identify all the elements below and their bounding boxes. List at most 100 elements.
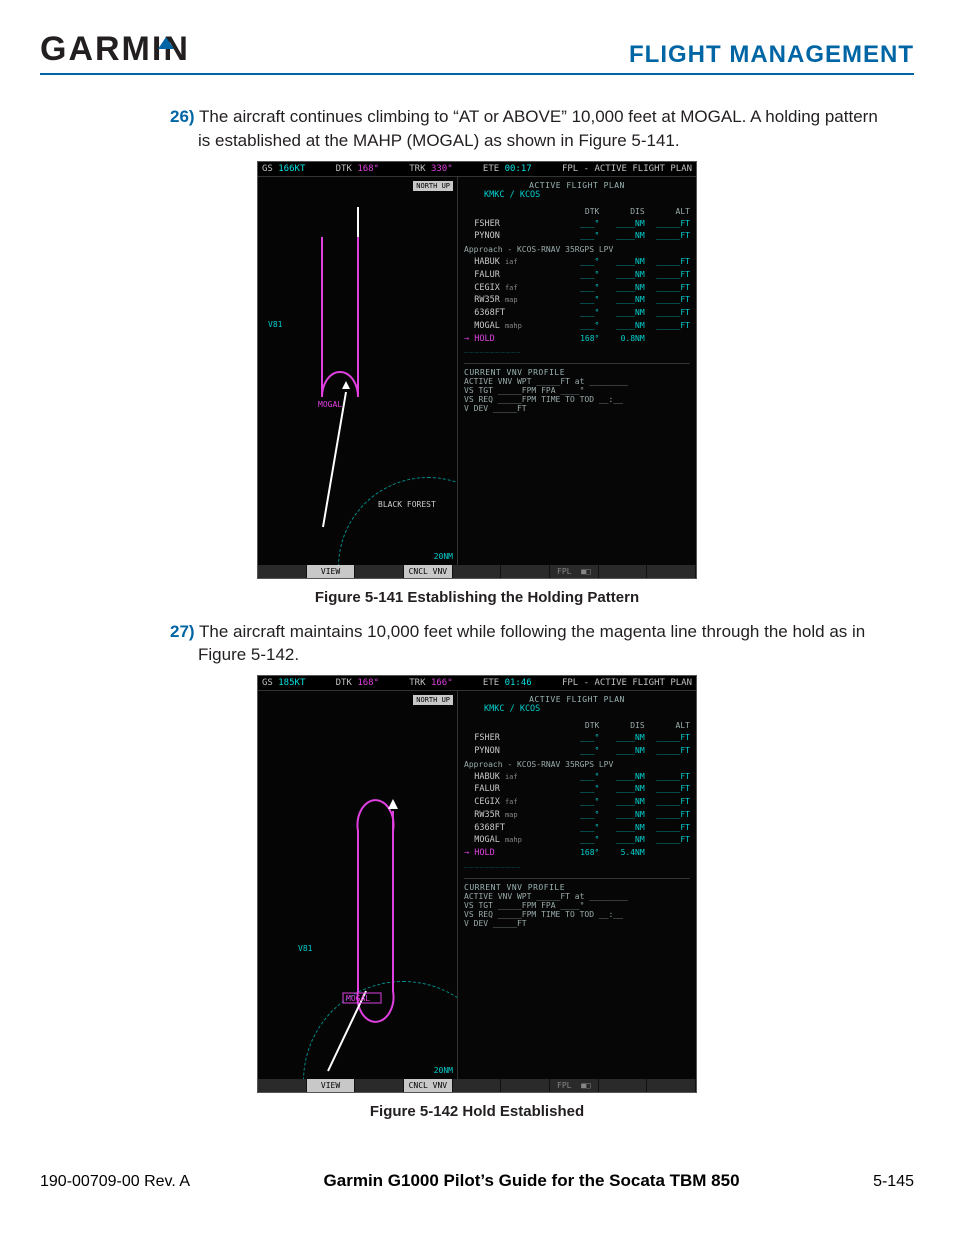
trk-label: TRK xyxy=(409,164,425,174)
col-dtk: DTK xyxy=(559,720,599,732)
softkey-fpl[interactable]: FPL ■□ xyxy=(550,1079,599,1092)
softkey-blank[interactable] xyxy=(355,565,404,578)
section-title: FLIGHT MANAGEMENT xyxy=(629,41,914,69)
softkey-cncl-vnv[interactable]: CNCL VNV xyxy=(404,565,453,578)
hold-dtk: 168° xyxy=(559,333,599,346)
step-27-text: The aircraft maintains 10,000 feet while… xyxy=(198,622,865,665)
vnv-row-4: V DEV _____FT xyxy=(464,404,690,413)
fp-approach-header: Approach - KCOS-RNAV 35RGPS LPV xyxy=(464,760,690,769)
softkey-blank[interactable] xyxy=(501,565,550,578)
softkey-blank[interactable] xyxy=(453,565,502,578)
separator: ___________ xyxy=(464,860,690,868)
fp-waypoint-row: CEGIX faf___°____NM_____FT xyxy=(464,796,690,809)
gs-value: 185KT xyxy=(278,678,305,688)
fpl-title: FPL - ACTIVE FLIGHT PLAN xyxy=(562,678,692,688)
softkey-blank[interactable] xyxy=(647,565,696,578)
hold-dis: 0.8NM xyxy=(605,333,645,346)
footer-right: 5-145 xyxy=(873,1173,914,1191)
col-alt: ALT xyxy=(650,720,690,732)
g1000-screen-1: GS 166KT DTK 168° TRK 330° ETE 00:17 FPL… xyxy=(257,161,697,579)
fp-waypoint-row: PYNON ___°____NM_____FT xyxy=(464,230,690,243)
fp-route: KMKC / KCOS xyxy=(464,190,690,200)
step-26-text: The aircraft continues climbing to “AT o… xyxy=(198,107,878,150)
active-fp-title: ACTIVE FLIGHT PLAN xyxy=(529,695,625,704)
vnv-row-1: ACTIVE VNV WPT _____FT at ________ xyxy=(464,377,690,386)
map-label-v81: V81 xyxy=(298,944,313,953)
map-scale: 20NM xyxy=(434,1066,453,1075)
fp-waypoint-list-1: FSHER ___°____NM_____FT PYNON ___°____NM… xyxy=(464,218,690,333)
vnv-title: CURRENT VNV PROFILE xyxy=(464,368,690,377)
softkey-bar-1: VIEW CNCL VNV FPL ■□ xyxy=(258,565,696,578)
softkey-blank[interactable] xyxy=(647,1079,696,1092)
fp-waypoint-row: HABUK iaf___°____NM_____FT xyxy=(464,771,690,784)
figure-5-141-caption: Figure 5-141 Establishing the Holding Pa… xyxy=(40,589,914,606)
softkey-blank[interactable] xyxy=(501,1079,550,1092)
col-dis: DIS xyxy=(605,206,645,218)
brand-text: GARMIN xyxy=(40,30,190,69)
map-label-v81: V81 xyxy=(268,320,283,329)
fp-waypoint-row: 6368FT ___°____NM_____FT xyxy=(464,822,690,835)
vnv-title: CURRENT VNV PROFILE xyxy=(464,883,690,892)
vnv-row-2: VS TGT _____FPM FPA ____° xyxy=(464,386,690,395)
vnv-row-3: VS REQ _____FPM TIME TO TOD __:__ xyxy=(464,910,690,919)
step-26-number: 26) xyxy=(170,107,195,126)
softkey-cncl-vnv[interactable]: CNCL VNV xyxy=(404,1079,453,1092)
hold-dis: 5.4NM xyxy=(605,847,645,860)
logo-triangle-icon xyxy=(158,37,174,49)
map-scale: 20NM xyxy=(434,552,453,561)
brand-logo: GARMIN xyxy=(40,30,206,69)
fpl-title: FPL - ACTIVE FLIGHT PLAN xyxy=(562,164,692,174)
col-alt: ALT xyxy=(650,206,690,218)
fp-waypoint-list-2: FSHER ___°____NM_____FT PYNON ___°____NM… xyxy=(464,732,690,847)
softkey-blank[interactable] xyxy=(258,565,307,578)
g1000-screen-2: GS 185KT DTK 168° TRK 166° ETE 01:46 FPL… xyxy=(257,675,697,1093)
fp-waypoint-row: HABUK iaf___°____NM_____FT xyxy=(464,256,690,269)
ete-label: ETE xyxy=(483,164,499,174)
softkey-bar-2: VIEW CNCL VNV FPL ■□ xyxy=(258,1079,696,1092)
map-pane-2: NORTH UP V81 MOGAL 20NM xyxy=(258,691,458,1079)
vnv-row-4: V DEV _____FT xyxy=(464,919,690,928)
vnv-row-3: VS REQ _____FPM TIME TO TOD __:__ xyxy=(464,395,690,404)
fp-waypoint-row: FSHER ___°____NM_____FT xyxy=(464,218,690,231)
step-26: 26) The aircraft continues climbing to “… xyxy=(170,105,894,153)
fp-approach-header: Approach - KCOS-RNAV 35RGPS LPV xyxy=(464,245,690,254)
step-27-number: 27) xyxy=(170,622,195,641)
softkey-blank[interactable] xyxy=(599,1079,648,1092)
softkey-view[interactable]: VIEW xyxy=(307,1079,356,1092)
footer-center: Garmin G1000 Pilot’s Guide for the Socat… xyxy=(324,1171,740,1191)
fp-waypoint-row: FALUR ___°____NM_____FT xyxy=(464,269,690,282)
map-label-mogal: MOGAL xyxy=(318,400,342,409)
fp-waypoint-row: CEGIX faf___°____NM_____FT xyxy=(464,282,690,295)
col-dis: DIS xyxy=(605,720,645,732)
softkey-view[interactable]: VIEW xyxy=(307,565,356,578)
footer-left: 190-00709-00 Rev. A xyxy=(40,1173,190,1191)
map-label-black-forest: BLACK FOREST xyxy=(378,500,436,509)
softkey-blank[interactable] xyxy=(453,1079,502,1092)
active-fp-title: ACTIVE FLIGHT PLAN xyxy=(529,181,625,190)
fp-waypoint-row: MOGAL mahp___°____NM_____FT xyxy=(464,834,690,847)
ete-value: 01:46 xyxy=(505,678,532,688)
softkey-blank[interactable] xyxy=(258,1079,307,1092)
ete-value: 00:17 xyxy=(505,164,532,174)
fp-route: KMKC / KCOS xyxy=(464,704,690,714)
gs-label: GS xyxy=(262,678,273,688)
gs-value: 166KT xyxy=(278,164,305,174)
softkey-blank[interactable] xyxy=(355,1079,404,1092)
dtk-value: 168° xyxy=(357,164,379,174)
fp-waypoint-row: 6368FT ___°____NM_____FT xyxy=(464,307,690,320)
figure-5-142: GS 185KT DTK 168° TRK 166° ETE 01:46 FPL… xyxy=(40,675,914,1097)
figure-5-141: GS 166KT DTK 168° TRK 330° ETE 00:17 FPL… xyxy=(40,161,914,583)
col-dtk: DTK xyxy=(559,206,599,218)
fp-waypoint-row: RW35R map___°____NM_____FT xyxy=(464,294,690,307)
vnv-row-1: ACTIVE VNV WPT _____FT at ________ xyxy=(464,892,690,901)
fp-waypoint-row: FSHER ___°____NM_____FT xyxy=(464,732,690,745)
softkey-fpl[interactable]: FPL ■□ xyxy=(550,565,599,578)
dtk-label: DTK xyxy=(336,678,352,688)
page-header: GARMIN FLIGHT MANAGEMENT xyxy=(40,30,914,75)
page-footer: 190-00709-00 Rev. A Garmin G1000 Pilot’s… xyxy=(40,1171,914,1191)
trk-value: 330° xyxy=(431,164,453,174)
trk-label: TRK xyxy=(409,678,425,688)
softkey-blank[interactable] xyxy=(599,565,648,578)
flightplan-pane-1: ACTIVE FLIGHT PLAN KMKC / KCOS DTK DIS ALT… xyxy=(458,177,696,565)
ete-label: ETE xyxy=(483,678,499,688)
